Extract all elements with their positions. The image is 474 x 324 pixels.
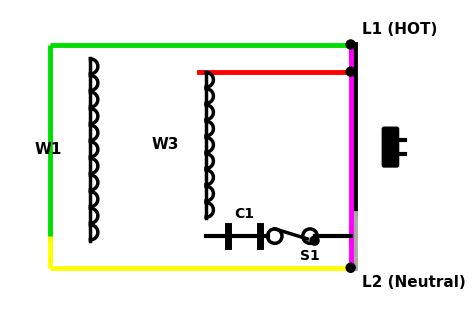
Text: C1: C1 <box>234 207 254 221</box>
Text: W1: W1 <box>34 142 62 157</box>
Text: W3: W3 <box>152 137 179 152</box>
FancyBboxPatch shape <box>383 127 399 167</box>
Circle shape <box>310 236 319 245</box>
Text: L1 (HOT): L1 (HOT) <box>362 22 437 37</box>
Circle shape <box>346 67 355 76</box>
Circle shape <box>346 40 355 49</box>
Circle shape <box>346 263 355 272</box>
Text: S1: S1 <box>300 249 320 263</box>
Text: L2 (Neutral): L2 (Neutral) <box>362 275 465 290</box>
